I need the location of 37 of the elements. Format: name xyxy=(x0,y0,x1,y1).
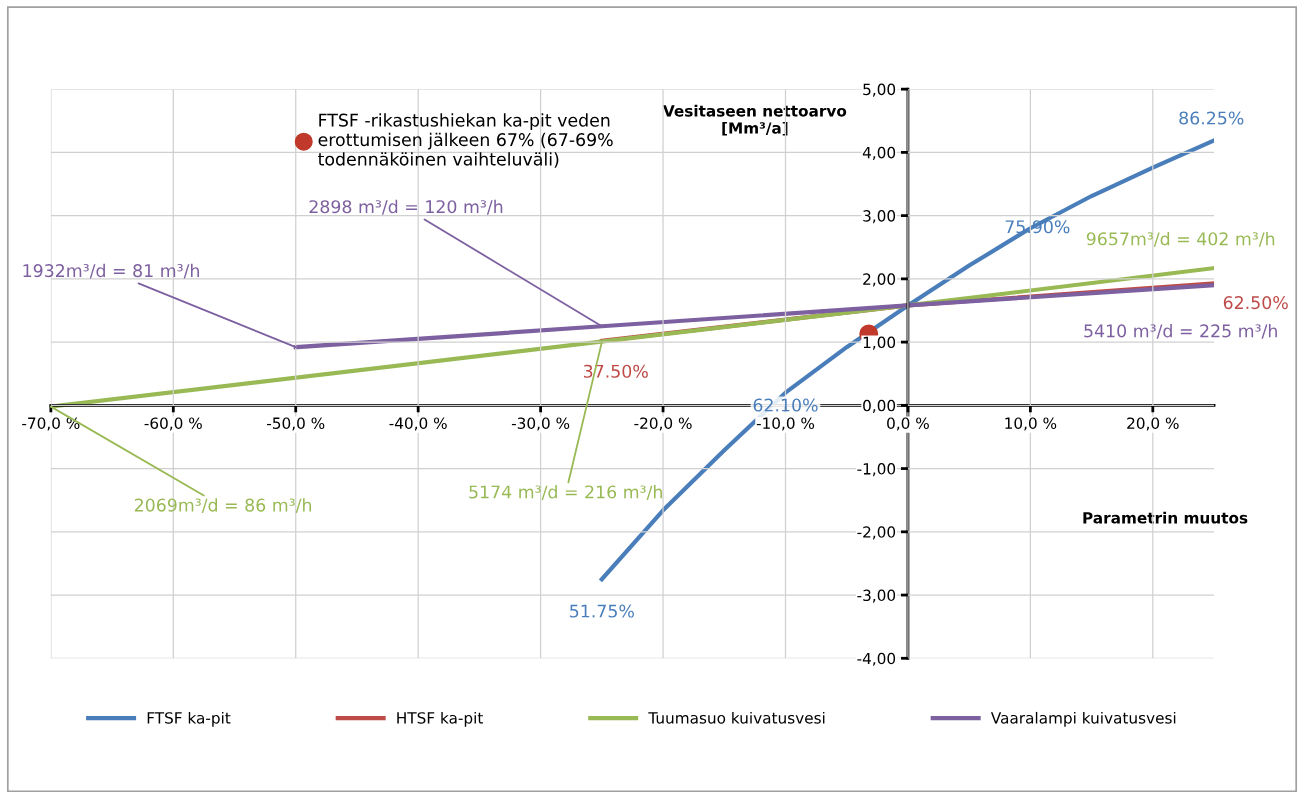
legend-label: FTSF -rikastushiekan ka-pit veden erottumisen jälkeen 67% (67-69% todennäköinen vaihteluväli) xyxy=(318,113,613,168)
x-tick-label: 10,0 % xyxy=(1005,417,1057,431)
annotation: 51.75% xyxy=(570,604,634,618)
legend-label: Tuumasuo kuivatusvesi xyxy=(648,711,825,724)
y-tick-label: -3,00 xyxy=(857,589,896,603)
annotation: 1932m³/d = 81 m³/h xyxy=(23,263,199,279)
x-tick-label: -40,0 % xyxy=(389,417,447,431)
annotation: 5174 m³/d = 216 m³/h xyxy=(469,485,662,500)
y-axis-title: Vesitaseen nettoarvo [Mm³/a] xyxy=(662,104,847,136)
x-tick-label: 20,0 % xyxy=(1127,417,1179,431)
annotation: 86.25% xyxy=(1179,111,1244,125)
x-tick-label: -70,0 % xyxy=(22,417,80,431)
x-tick-label: -50,0 % xyxy=(267,417,325,431)
x-tick-label: -60,0 % xyxy=(144,417,202,431)
y-tick-label: -2,00 xyxy=(857,526,896,540)
annotation: 2069m³/d = 86 m³/h xyxy=(134,498,312,514)
annotation: 62.50% xyxy=(1223,296,1288,310)
legend-label: Vaaralampi kuivatusvesi xyxy=(990,711,1176,727)
x-tick-label: -10,0 % xyxy=(756,417,815,431)
annotation: 9657m³/d = 402 m³/h xyxy=(1086,231,1275,247)
x-tick-label: -30,0 % xyxy=(511,417,570,431)
y-tick-label: 4,00 xyxy=(862,146,896,160)
legend-label: FTSF ka-pit xyxy=(147,711,231,727)
y-tick-label: -1,00 xyxy=(857,463,896,477)
y-tick-label: 0,00 xyxy=(863,399,896,413)
y-tick-label: 1,00 xyxy=(863,336,896,350)
x-axis-title: Parametrin muutos xyxy=(1083,511,1248,524)
legend-label: HTSF ka-pit xyxy=(397,711,483,727)
annotation: 2898 m³/d = 120 m³/h xyxy=(309,199,503,215)
y-tick-label: -4,00 xyxy=(857,652,896,666)
y-tick-label: 5,00 xyxy=(863,83,896,97)
annotation: 5410 m³/d = 225 m³/h xyxy=(1084,324,1277,339)
annotation: 62.10% xyxy=(753,398,818,412)
y-tick-label: 3,00 xyxy=(863,210,896,224)
y-tick-label: 2,00 xyxy=(863,273,896,287)
x-tick-label: 0,0 % xyxy=(887,417,929,431)
x-tick-label: -20,0 % xyxy=(634,417,692,431)
